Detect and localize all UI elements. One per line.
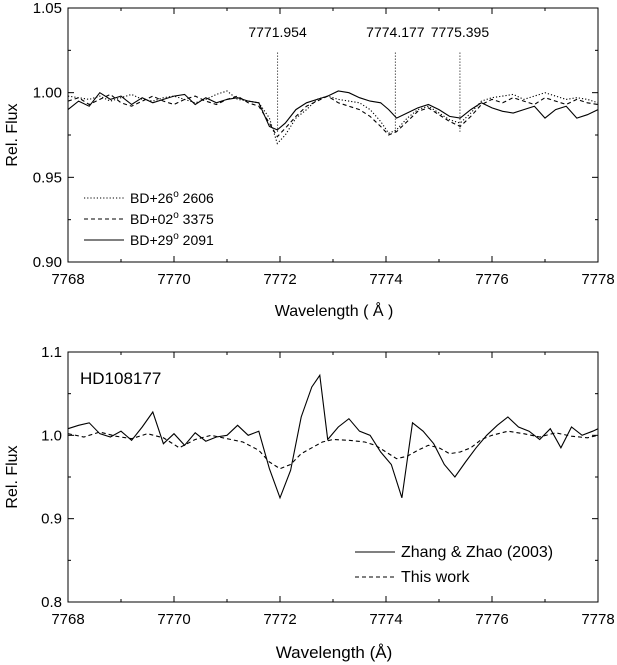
top-x-axis-label: Wavelength ( Å )	[275, 301, 394, 320]
x-tick-label: 7774	[369, 611, 402, 628]
bottom-y-axis-label: Rel. Flux	[4, 445, 21, 508]
legend-label: Zhang & Zhao (2003)	[401, 544, 553, 561]
y-tick-label: 0.9	[41, 511, 62, 528]
bottom-panel: 7768 7770 7772 7774 7776 7778 0.8 0.9 1.0 1.1 Zhan…	[4, 344, 615, 662]
x-tick-label: 7772	[263, 611, 296, 628]
legend-label: BD+29o 2091	[130, 231, 214, 248]
x-tick-label: 7770	[157, 271, 190, 288]
legend-label: This work	[401, 569, 470, 586]
y-tick-label: 0.90	[33, 254, 62, 271]
y-tick-label: 1.1	[41, 344, 62, 361]
top-panel: 7768 7770 7772 7774 7776 7778 0.90 0.95 1.00 1.05…	[4, 0, 615, 320]
bottom-plot-frame	[67, 351, 599, 603]
y-tick-label: 1.0	[41, 427, 62, 444]
series-line	[67, 430, 599, 470]
x-tick-label: 7778	[581, 611, 614, 628]
reference-line-label: 7774.177	[366, 24, 425, 40]
x-tick-label: 7776	[475, 271, 508, 288]
bottom-chart-title: HD108177	[80, 369, 161, 388]
bottom-x-axis-label: Wavelength (Å)	[276, 643, 393, 662]
y-tick-label: 1.00	[33, 85, 62, 102]
legend-label: BD+26o 2606	[130, 189, 214, 206]
y-tick-label: 1.05	[33, 0, 62, 17]
x-tick-label: 7778	[581, 271, 614, 288]
y-tick-label: 0.95	[33, 169, 62, 186]
series-line	[67, 90, 599, 145]
reference-line-label: 7771.954	[248, 24, 307, 40]
bottom-panel-marks: 7768 7770 7772 7774 7776 7778 0.8 0.9 1.0 1.1 Zhan…	[41, 344, 615, 628]
x-tick-label: 7770	[157, 611, 190, 628]
x-tick-label: 7774	[369, 271, 402, 288]
x-tick-label: 7768	[51, 271, 84, 288]
x-tick-label: 7772	[263, 271, 296, 288]
x-tick-label: 7776	[475, 611, 508, 628]
series-line	[67, 93, 599, 138]
legend-label: BD+02o 3375	[130, 210, 214, 227]
series-line	[67, 373, 599, 500]
series-line	[67, 90, 599, 131]
reference-line-label: 7775.395	[431, 24, 490, 40]
top-y-axis-label: Rel. Flux	[4, 103, 21, 166]
x-tick-label: 7768	[51, 611, 84, 628]
y-tick-label: 0.8	[41, 594, 62, 611]
top-panel-marks: 7768 7770 7772 7774 7776 7778 0.90 0.95 1.00 1.05…	[33, 0, 615, 288]
